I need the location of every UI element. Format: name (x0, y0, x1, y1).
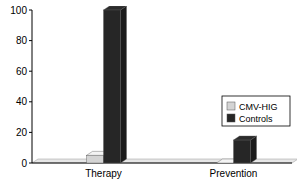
y-tick-label: 100 (10, 5, 27, 16)
bar (87, 155, 104, 163)
bar-side (251, 136, 257, 163)
y-tick-label: 40 (16, 96, 28, 107)
x-tick-label: Prevention (210, 168, 258, 179)
x-axis (32, 163, 292, 164)
x-tick-label: Therapy (85, 168, 122, 179)
chart: 0 20 40 60 80 100 Therapy Prevention CMV-HIG Cont… (0, 0, 297, 189)
floor (32, 159, 297, 163)
y-axis (32, 10, 33, 163)
y-tick-label: 60 (16, 66, 28, 77)
y-tick-label: 80 (16, 35, 28, 46)
y-tick-label: 20 (16, 127, 28, 138)
legend-label: Controls (239, 114, 273, 124)
y-tick (29, 132, 32, 133)
bar-top (104, 6, 127, 10)
y-tick (29, 163, 32, 164)
bar-side (121, 6, 127, 163)
y-tick (29, 101, 32, 102)
bar (234, 140, 251, 163)
legend-label: CMV-HIG (239, 102, 278, 112)
legend-swatch (227, 114, 235, 122)
bar (217, 163, 234, 164)
y-tick (29, 71, 32, 72)
y-tick-label: 0 (21, 158, 27, 169)
legend-box (222, 96, 290, 126)
legend-swatch (227, 102, 235, 110)
bars (87, 6, 257, 163)
bar-top (234, 136, 257, 140)
y-tick (29, 40, 32, 41)
bar (104, 10, 121, 163)
y-tick (29, 10, 32, 11)
